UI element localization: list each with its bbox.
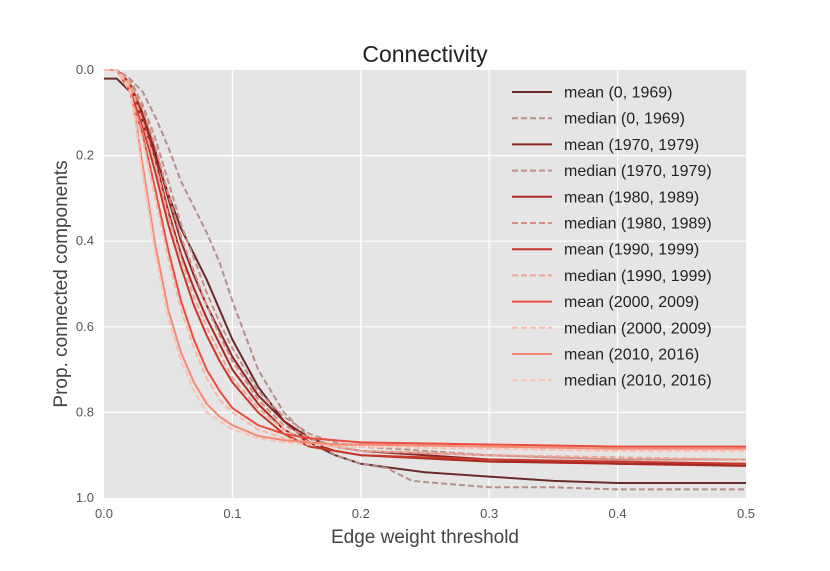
y-tick-label: 1.0	[76, 490, 94, 505]
series-line-median-7	[104, 69, 747, 461]
y-tick-label: 0.6	[76, 319, 94, 334]
series-lines	[104, 69, 747, 491]
series-line-median-5	[104, 69, 746, 461]
series-line-median-1	[104, 69, 746, 491]
series-line-median-11	[104, 69, 746, 452]
chart-title: Connectivity	[362, 41, 488, 67]
x-tick-label: 0.3	[480, 506, 498, 521]
legend-label: median (0, 1969)	[564, 111, 685, 128]
y-axis-label: Prop. connected components	[51, 160, 72, 407]
legend-label: median (1990, 1999)	[564, 268, 712, 285]
series-line-mean-8	[104, 69, 746, 448]
legend-label: mean (1970, 1979)	[564, 137, 699, 154]
x-tick-label: 0.4	[609, 506, 627, 521]
y-tick-label: 0.8	[76, 404, 94, 419]
legend-label: median (2000, 2009)	[564, 320, 712, 337]
x-tick-label: 0.2	[352, 506, 370, 521]
legend-label: mean (1990, 1999)	[564, 242, 699, 259]
legend-label: median (1970, 1979)	[564, 163, 712, 180]
legend-label: mean (1980, 1989)	[564, 189, 699, 206]
legend-label: mean (0, 1969)	[564, 85, 673, 102]
legend-label: median (2010, 2016)	[564, 373, 712, 390]
grid-lines	[104, 70, 746, 498]
x-tick-label: 0.5	[737, 506, 755, 521]
y-tick-label: 0.0	[76, 62, 94, 77]
x-tick-labels: 0.0 0.1 0.2 0.3 0.4 0.5	[95, 506, 755, 521]
x-tick-label: 0.1	[223, 506, 241, 521]
y-tick-label: 0.4	[76, 233, 94, 248]
legend-label: mean (2010, 2016)	[564, 347, 699, 364]
x-tick-label: 0.0	[95, 506, 113, 521]
legend-label: mean (2000, 2009)	[564, 294, 699, 311]
x-axis-label: Edge weight threshold	[331, 527, 519, 548]
plot-background	[104, 70, 746, 498]
y-tick-labels: 0.0 0.2 0.4 0.6 0.8 1.0	[76, 62, 94, 505]
y-tick-label: 0.2	[76, 148, 94, 163]
series-line-mean-6	[104, 69, 747, 465]
legend-label: median (1980, 1989)	[564, 216, 712, 233]
legend: mean (0, 1969) median (0, 1969) mean (1970…	[512, 85, 712, 390]
